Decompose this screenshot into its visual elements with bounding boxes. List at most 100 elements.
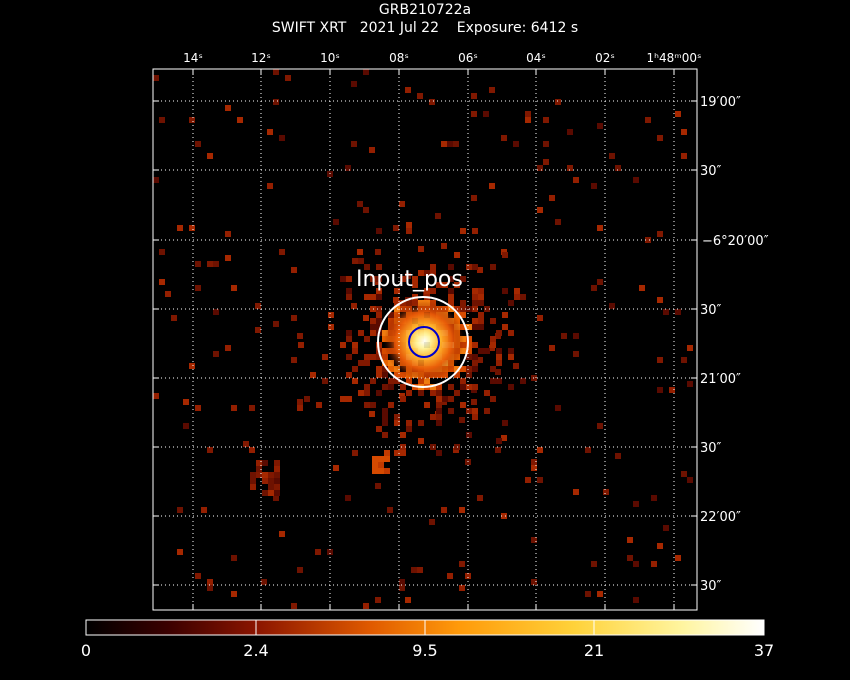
count-pixel — [591, 561, 597, 567]
count-pixel — [525, 117, 531, 123]
count-pixel — [484, 408, 490, 414]
count-pixel — [207, 261, 213, 267]
count-pixel — [388, 366, 394, 372]
count-pixel — [357, 249, 363, 255]
count-pixel — [441, 243, 447, 249]
count-pixel — [189, 225, 195, 231]
count-pixel — [346, 276, 352, 282]
count-pixel — [364, 264, 370, 270]
count-pixel — [346, 372, 352, 378]
ra-tick-label: 02ˢ — [595, 51, 615, 65]
count-pixel — [472, 306, 478, 312]
count-pixel — [591, 183, 597, 189]
count-pixel — [352, 378, 358, 384]
count-pixel — [351, 81, 357, 87]
ra-tick-label: 06ˢ — [458, 51, 478, 65]
count-pixel — [237, 117, 243, 123]
count-pixel — [489, 183, 495, 189]
count-pixel — [657, 297, 663, 303]
count-pixel — [687, 381, 693, 387]
count-pixel — [370, 402, 376, 408]
count-pixel — [298, 342, 304, 348]
count-pixel — [459, 507, 465, 513]
colorbar-tick-label: 37 — [754, 641, 774, 660]
count-pixel — [495, 447, 501, 453]
count-pixel — [663, 309, 669, 315]
count-pixel — [159, 279, 165, 285]
count-pixel — [268, 472, 274, 478]
count-pixel — [352, 342, 358, 348]
count-pixel — [153, 393, 159, 399]
count-pixel — [406, 426, 412, 432]
count-pixel — [460, 402, 466, 408]
count-pixel — [597, 123, 603, 129]
count-pixel — [358, 390, 364, 396]
count-pixel — [207, 579, 213, 585]
count-pixel — [477, 495, 483, 501]
count-pixel — [382, 420, 388, 426]
count-pixel — [393, 225, 399, 231]
count-pixel — [478, 318, 484, 324]
count-pixel — [262, 472, 268, 478]
count-pixel — [352, 366, 358, 372]
count-pixel — [195, 405, 201, 411]
count-pixel — [472, 264, 478, 270]
count-pixel — [448, 306, 454, 312]
count-pixel — [225, 231, 231, 237]
count-pixel — [483, 111, 489, 117]
count-pixel — [502, 324, 508, 330]
count-pixel — [615, 165, 621, 171]
count-pixel — [472, 354, 478, 360]
count-pixel — [400, 450, 406, 456]
count-pixel — [454, 252, 460, 258]
count-pixel — [447, 141, 453, 147]
count-pixel — [531, 459, 537, 465]
count-pixel — [496, 360, 502, 366]
count-pixel — [399, 201, 405, 207]
count-pixel — [400, 276, 406, 282]
colorbar-tick-label: 2.4 — [243, 641, 268, 660]
count-pixel — [231, 591, 237, 597]
count-pixel — [394, 300, 400, 306]
count-pixel — [466, 336, 472, 342]
count-pixel — [201, 507, 207, 513]
count-pixel — [675, 111, 681, 117]
count-pixel — [256, 460, 262, 466]
count-pixel — [466, 372, 472, 378]
count-pixel — [351, 141, 357, 147]
count-pixel — [597, 225, 603, 231]
count-pixel — [436, 384, 442, 390]
count-pixel — [657, 543, 663, 549]
count-pixel — [376, 276, 382, 282]
count-pixel — [225, 345, 231, 351]
count-pixel — [375, 597, 381, 603]
count-pixel — [514, 288, 520, 294]
count-pixel — [370, 294, 376, 300]
count-pixel — [231, 405, 237, 411]
count-pixel — [285, 75, 291, 81]
count-pixel — [268, 490, 274, 496]
count-pixel — [615, 453, 621, 459]
count-pixel — [424, 270, 430, 276]
count-pixel — [405, 597, 411, 603]
count-pixel — [681, 153, 687, 159]
count-pixel — [388, 384, 394, 390]
count-pixel — [316, 402, 322, 408]
count-pixel — [250, 472, 256, 478]
count-pixel — [364, 354, 370, 360]
count-pixel — [561, 333, 567, 339]
count-pixel — [376, 324, 382, 330]
count-pixel — [369, 411, 375, 417]
ra-axis-labels: 14ˢ 12ˢ 10ˢ 08ˢ 06ˢ 04ˢ 02ˢ 1ʰ48ᵐ00ˢ — [183, 51, 701, 65]
count-pixel — [369, 147, 375, 153]
count-pixel — [633, 597, 639, 603]
count-pixel — [466, 324, 472, 330]
count-pixel — [501, 435, 507, 441]
count-pixel — [376, 288, 382, 294]
count-pixel — [189, 117, 195, 123]
count-pixel — [508, 348, 514, 354]
count-pixel — [372, 468, 378, 474]
count-pixel — [384, 468, 390, 474]
count-pixel — [460, 384, 466, 390]
